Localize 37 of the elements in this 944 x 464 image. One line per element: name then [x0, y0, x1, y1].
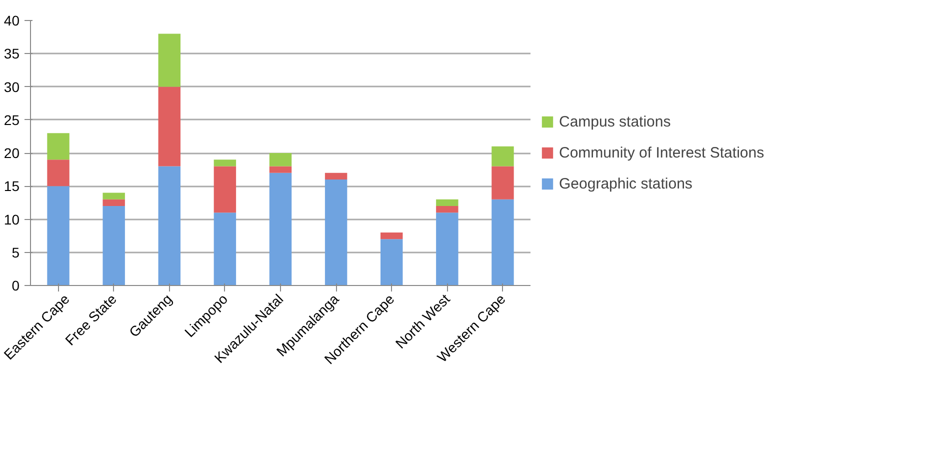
- y-tick-label: 10: [4, 211, 20, 228]
- y-tick-label: 35: [4, 46, 20, 62]
- bar: [214, 160, 236, 166]
- bar: [158, 86, 180, 166]
- bar: [214, 212, 236, 286]
- y-tick-label: 5: [12, 244, 20, 260]
- y-tick-label: 30: [4, 78, 20, 95]
- legend-label: Community of Interest Stations: [559, 144, 764, 161]
- bar: [214, 166, 236, 213]
- y-tick-label: 40: [4, 12, 20, 28]
- bar: [380, 239, 403, 286]
- bar: [102, 206, 125, 286]
- bar: [492, 146, 514, 166]
- y-tick-label: 20: [4, 145, 20, 161]
- bar: [269, 153, 292, 166]
- bar: [492, 199, 514, 286]
- bar: [158, 166, 180, 286]
- bar: [269, 166, 292, 173]
- bar: [47, 133, 70, 160]
- bar: [47, 160, 70, 186]
- legend-label: Campus stations: [559, 113, 671, 130]
- y-tick-label: 25: [4, 112, 20, 128]
- bar: [102, 199, 125, 206]
- bar: [492, 166, 514, 200]
- bar: [436, 212, 458, 286]
- bar: [324, 180, 348, 286]
- bar: [158, 34, 180, 87]
- y-tick-label: 15: [4, 178, 20, 194]
- y-tick-label: 0: [12, 278, 20, 294]
- bar: [324, 172, 348, 180]
- bar: [102, 192, 125, 200]
- bar: [380, 232, 403, 240]
- bar: [47, 186, 70, 286]
- bar: [269, 172, 292, 286]
- legend-label: Geographic stations: [559, 175, 692, 192]
- bar: [436, 206, 458, 213]
- bar: [436, 199, 458, 206]
